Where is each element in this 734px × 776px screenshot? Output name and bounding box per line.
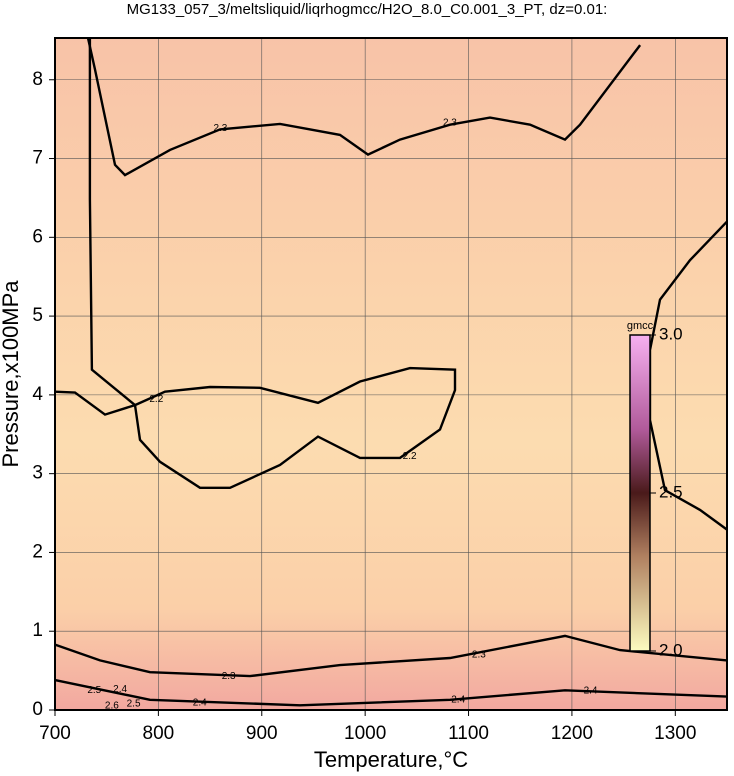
y-tick-label: 5	[32, 305, 43, 326]
contour-label: 2.5	[87, 685, 101, 696]
colorbar	[629, 334, 651, 652]
contour-label: 2.3	[213, 123, 227, 134]
x-tick-label: 900	[246, 723, 278, 744]
x-axis-label: Temperature,°C	[314, 747, 468, 772]
y-tick-label: 2	[32, 541, 43, 562]
contour-label: 2.4	[113, 684, 127, 695]
y-tick-label: 1	[32, 620, 43, 641]
contour-label: 2.2	[403, 451, 417, 462]
y-tick-label: 7	[32, 148, 43, 169]
chart-title: MG133_057_3/meltsliquid/liqrhogmcc/H2O_8…	[127, 1, 608, 18]
colorbar-tick-label: 2.5	[659, 482, 683, 501]
colorbar-label: gmcc	[627, 320, 654, 332]
y-tick-label: 0	[32, 699, 43, 720]
contour-label: 2.4	[451, 694, 465, 705]
y-tick-label: 6	[32, 226, 43, 247]
x-tick-label: 1000	[344, 723, 386, 744]
x-tick-label: 700	[39, 723, 71, 744]
x-tick-label: 1100	[448, 723, 489, 744]
contour-line	[54, 634, 728, 678]
plot-layer: 700 800 900 1000 1100 1200 1300 0 1 2 3 4 5 6 7 8 2.3 2.3…	[32, 37, 728, 744]
colorbar-tick-label: 3.0	[659, 324, 683, 343]
contour-line	[86, 37, 642, 177]
colorbar-tick-label: 2.0	[659, 640, 683, 659]
contour-line	[88, 38, 136, 407]
contour-label: 2.3	[472, 649, 486, 660]
y-tick-label: 3	[32, 463, 43, 484]
y-tick-label: 4	[32, 384, 43, 405]
contour-label: 2.5	[127, 698, 141, 709]
contour-line	[54, 678, 728, 707]
contour-label: 2.4	[193, 698, 207, 709]
x-tick-label: 1300	[654, 723, 696, 744]
contour-label: 2.2	[149, 394, 163, 405]
x-tick-label: 1200	[551, 723, 593, 744]
contour-label: 2.3	[222, 671, 236, 682]
contour-line	[133, 366, 457, 489]
contour-line	[54, 390, 136, 416]
y-tick-label: 8	[32, 69, 43, 90]
contour-label: 2.4	[584, 686, 598, 697]
x-tick-label: 800	[143, 723, 175, 744]
contour-label: 2.6	[105, 701, 119, 712]
plot-frame	[54, 37, 728, 711]
y-axis-label: Pressure,x100MPa	[0, 280, 23, 468]
contour-label: 2.3	[443, 118, 457, 129]
